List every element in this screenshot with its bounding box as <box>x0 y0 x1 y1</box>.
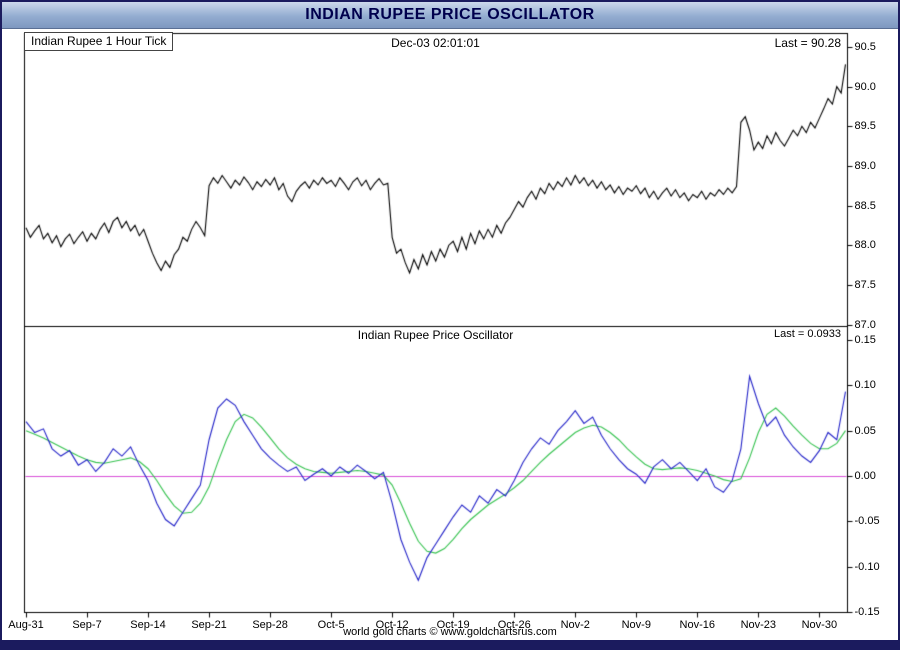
footer-credit: world gold charts © www.goldchartsrus.co… <box>343 626 557 638</box>
price-y-axis-label: 87.0 <box>854 318 876 331</box>
price-y-axis-label: 88.5 <box>854 199 876 212</box>
oscillator-last-value: Last = 0.0933 <box>774 328 841 340</box>
x-axis-label: Nov-30 <box>801 618 838 631</box>
oscillator-y-axis-label: -0.10 <box>854 560 880 573</box>
x-axis-label: Oct-12 <box>375 618 409 631</box>
oscillator-y-axis-label: 0.10 <box>854 379 876 392</box>
bottom-border-band <box>2 640 898 648</box>
x-axis-label: Sep-28 <box>252 618 288 631</box>
x-axis-label: Oct-26 <box>497 618 531 631</box>
x-axis-label: Nov-2 <box>560 618 590 631</box>
oscillator-y-axis-label: 0.05 <box>854 424 876 437</box>
price-y-axis-label: 89.5 <box>854 120 876 133</box>
x-axis-label: Nov-9 <box>621 618 651 631</box>
price-y-axis-label: 89.0 <box>854 159 876 172</box>
price-y-axis-label: 87.5 <box>854 278 876 291</box>
x-axis-label: Nov-16 <box>679 618 716 631</box>
x-axis-label: Aug-31 <box>8 618 44 631</box>
price-y-axis-label: 90.5 <box>854 41 876 53</box>
chart-timestamp: Dec-03 02:01:01 <box>391 36 480 50</box>
x-axis-label: Sep-21 <box>191 618 227 631</box>
price-panel-label: Indian Rupee 1 Hour Tick <box>24 32 174 51</box>
x-axis-label: Oct-5 <box>317 618 345 631</box>
price-y-axis-label: 88.0 <box>854 239 876 252</box>
price-y-axis-label: 90.0 <box>854 80 876 93</box>
x-axis-label: Nov-23 <box>740 618 777 631</box>
x-axis-label: Sep-14 <box>130 618 166 631</box>
oscillator-y-axis-label: 0.15 <box>854 334 876 346</box>
oscillator-y-axis-label: -0.15 <box>854 606 880 618</box>
oscillator-y-axis-label: -0.05 <box>854 515 880 528</box>
x-axis-label: Sep-7 <box>72 618 102 631</box>
oscillator-title: Indian Rupee Price Oscillator <box>357 328 514 342</box>
price-last-value: Last = 90.28 <box>774 36 841 50</box>
oscillator-y-axis-label: 0.00 <box>854 470 876 482</box>
x-axis-label: Oct-19 <box>436 618 470 631</box>
